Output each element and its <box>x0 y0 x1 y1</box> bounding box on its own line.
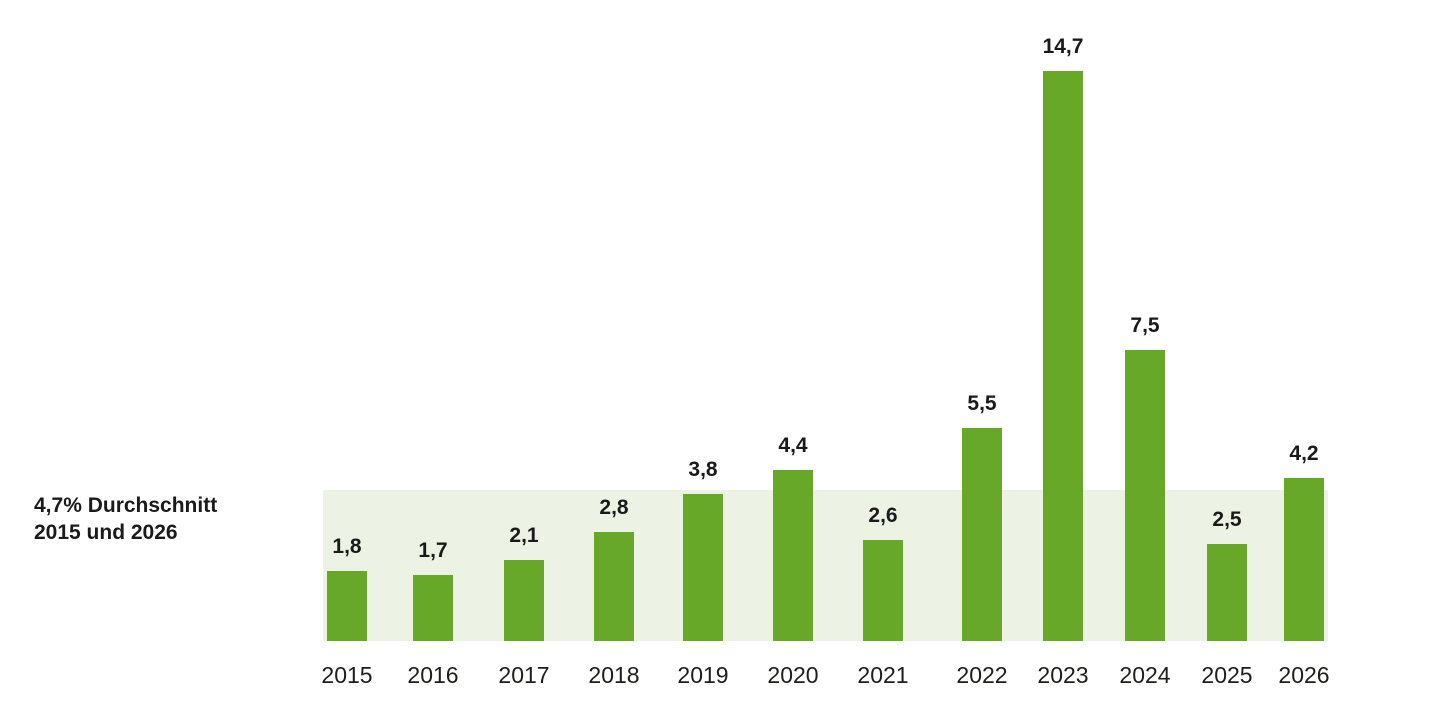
bar-value-label: 1,8 <box>332 535 362 558</box>
bar-value-label: 3,8 <box>688 458 718 481</box>
bar <box>1207 544 1247 641</box>
bar-value-label: 4,2 <box>1289 442 1319 465</box>
bar <box>1043 71 1083 641</box>
x-axis-label: 2019 <box>677 662 729 688</box>
x-axis-label: 2024 <box>1119 662 1171 688</box>
bar-value-label: 5,5 <box>967 392 997 415</box>
bar <box>863 540 903 641</box>
bar-value-label: 2,1 <box>509 524 539 547</box>
bar-value-label: 2,8 <box>599 496 629 519</box>
bar <box>773 470 813 641</box>
x-axis-label: 2016 <box>407 662 459 688</box>
bar <box>1284 478 1324 641</box>
x-axis-label: 2015 <box>321 662 373 688</box>
bar-value-label: 2,6 <box>868 504 898 527</box>
x-axis-label: 2020 <box>767 662 819 688</box>
bar-value-label: 1,7 <box>418 539 448 562</box>
bar <box>327 571 367 641</box>
x-axis-label: 2022 <box>956 662 1008 688</box>
bar <box>683 494 723 641</box>
bar <box>594 532 634 641</box>
bar <box>962 428 1002 641</box>
bar-value-label: 14,7 <box>1042 35 1084 58</box>
bar-value-label: 7,5 <box>1130 314 1160 337</box>
x-axis-label: 2026 <box>1278 662 1330 688</box>
x-axis-label: 2025 <box>1201 662 1253 688</box>
x-axis-label: 2021 <box>857 662 909 688</box>
x-axis-label: 2017 <box>498 662 550 688</box>
bar-value-label: 4,4 <box>778 434 808 457</box>
average-annotation-line2: 2015 und 2026 <box>34 521 178 544</box>
average-annotation-line1: 4,7% Durchschnitt <box>34 494 218 517</box>
x-axis-label: 2018 <box>588 662 640 688</box>
bar <box>413 575 453 641</box>
bar <box>504 560 544 641</box>
bar <box>1125 350 1165 641</box>
average-annotation: 4,7% Durchschnitt 2015 und 2026 <box>34 492 217 546</box>
bar-value-label: 2,5 <box>1212 508 1242 531</box>
x-axis-label: 2023 <box>1037 662 1089 688</box>
